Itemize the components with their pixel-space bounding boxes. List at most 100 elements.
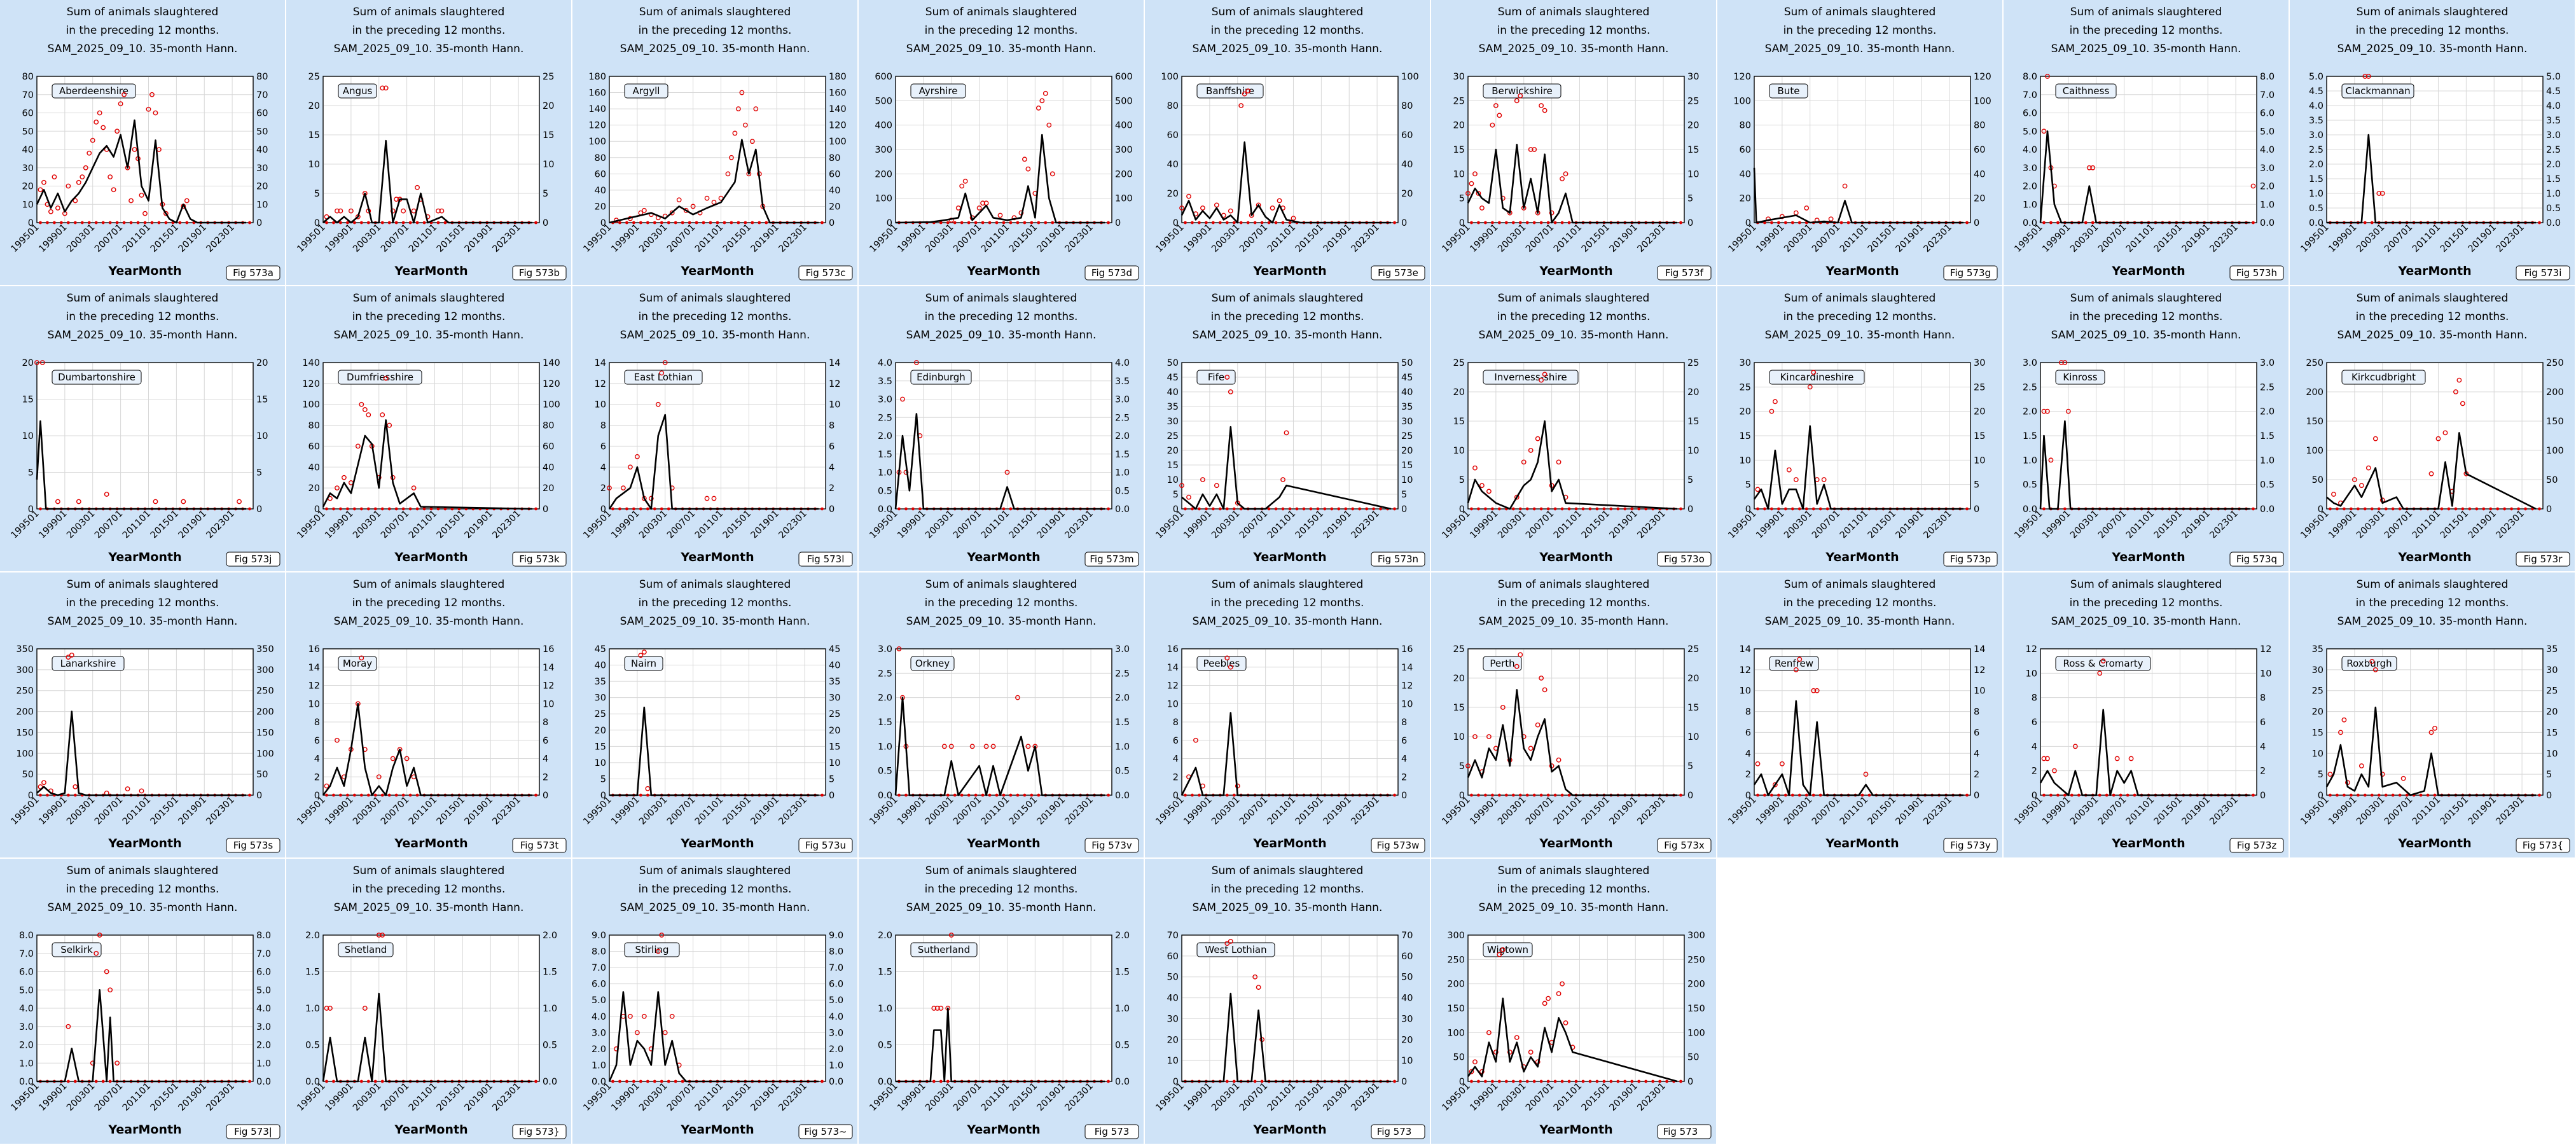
x-axis-label: YearMonth: [107, 1123, 181, 1137]
data-point: [1469, 1069, 1474, 1074]
x-tick-label: 201501: [721, 1081, 753, 1113]
y-tick-label-left: 6: [2032, 718, 2037, 728]
data-point: [380, 793, 384, 797]
data-point: [1560, 507, 1564, 511]
figure-label: Fig 573w: [1377, 840, 1420, 851]
y-tick-label-right: 60: [1401, 130, 1413, 141]
y-tick-label-left: 3.0: [2023, 358, 2037, 368]
x-tick-label: 199901: [609, 1081, 641, 1113]
chart-title-line: Sum of animals slaughtered: [2070, 292, 2222, 305]
x-tick-label: 199901: [1468, 795, 1500, 827]
data-point: [655, 948, 661, 954]
data-point: [1770, 221, 1773, 225]
chart-title-line: in the preceding 12 months.: [2356, 310, 2509, 323]
x-tick-label: 200301: [2068, 509, 2100, 541]
data-point: [1504, 221, 1508, 225]
data-point: [1239, 507, 1243, 511]
y-tick-label-right: 4.0: [2260, 145, 2275, 155]
x-tick-label: 199501: [295, 509, 327, 541]
data-point: [87, 221, 91, 225]
y-tick-label-left: 15: [1740, 431, 1751, 441]
y-tick-label-left: 0: [2032, 791, 2037, 801]
data-point: [339, 221, 342, 225]
x-tick-label: 201501: [2439, 223, 2470, 254]
y-tick-label-left: 40: [1167, 994, 1179, 1004]
y-tick-label-right: 20: [1401, 1035, 1413, 1045]
data-point: [1783, 507, 1787, 511]
y-tick-label-right: 4: [1974, 749, 1979, 759]
data-point: [1679, 221, 1682, 225]
data-point: [2384, 507, 2388, 511]
data-point: [2336, 793, 2339, 797]
chart-panel: Sum of animals slaughtered in the precedi…: [1431, 0, 1716, 285]
data-point: [2356, 507, 2360, 511]
data-point: [674, 221, 677, 225]
chart-title-line: SAM_2025_09_10. 35-month Hann.: [48, 615, 238, 628]
series-line: [322, 139, 532, 224]
x-tick-label: 201101: [407, 1081, 439, 1113]
y-tick-label-left: 5: [1459, 761, 1465, 772]
figure-label: Fig 573u: [805, 840, 846, 851]
y-tick-label-right: 12: [1974, 665, 1985, 676]
x-tick-label: 201501: [1294, 223, 1326, 254]
data-point: [997, 212, 1003, 218]
data-point: [967, 793, 971, 797]
y-tick-label-right: 9.0: [829, 931, 843, 941]
data-point: [1039, 98, 1045, 104]
x-tick-label: 200701: [1810, 223, 1842, 254]
data-point: [911, 507, 915, 511]
figure-label: Fig 573q: [2236, 553, 2277, 565]
x-tick-label: 199501: [1440, 509, 1472, 541]
y-tick-label-right: 0: [543, 791, 548, 801]
data-point: [1790, 507, 1794, 511]
data-point: [1191, 793, 1194, 797]
data-point: [962, 178, 968, 184]
x-tick-label: 202301: [2494, 509, 2526, 541]
y-tick-label-left: 50: [22, 127, 34, 137]
data-point: [66, 221, 70, 225]
data-point: [1965, 793, 1969, 797]
data-point: [1588, 507, 1592, 511]
data-point: [2475, 507, 2479, 511]
chart-panel: Sum of animals slaughtered in the precedi…: [2290, 0, 2575, 285]
data-point: [1179, 205, 1184, 211]
figure-label-box: [512, 1124, 567, 1139]
chart-title-line: in the preceding 12 months.: [352, 24, 506, 37]
y-tick-label-left: 0: [1173, 1077, 1179, 1087]
x-tick-label: 201101: [1266, 795, 1298, 827]
data-point: [1546, 1079, 1550, 1083]
chart-title-line: SAM_2025_09_10. 35-month Hann.: [1479, 615, 1669, 628]
data-point: [1542, 108, 1548, 113]
chart-title-line: in the preceding 12 months.: [66, 310, 219, 323]
y-tick-label-right: 200: [2546, 387, 2564, 398]
data-point: [1211, 221, 1215, 225]
x-tick-label: 199501: [868, 223, 899, 254]
data-point: [1323, 507, 1327, 511]
y-tick-label-right: 60: [543, 441, 554, 452]
x-tick-label: 202301: [2208, 223, 2240, 254]
y-tick-label-right: 1.5: [1115, 968, 1130, 978]
y-tick-label-right: 0: [2546, 791, 2552, 801]
x-tick-label: 199901: [37, 1081, 69, 1113]
y-tick-label-left: 45: [1167, 373, 1179, 383]
y-tick-label-right: 60: [829, 169, 840, 179]
x-axis-label: YearMonth: [1825, 550, 1899, 564]
x-tick-label: 201501: [1866, 223, 1898, 254]
x-tick-label: 201501: [1580, 795, 1612, 827]
data-point: [969, 744, 975, 749]
x-tick-label: 202301: [1063, 223, 1095, 254]
y-tick-label-right: 0.0: [1115, 504, 1130, 515]
x-axis-label: YearMonth: [680, 1123, 754, 1137]
data-point: [667, 1079, 670, 1083]
data-point: [387, 221, 391, 225]
data-point: [725, 171, 731, 177]
chart-title-line: in the preceding 12 months.: [66, 597, 219, 609]
plot-area: [609, 362, 826, 510]
y-tick-label-left: 25: [308, 72, 320, 82]
data-point: [1567, 1079, 1571, 1083]
y-tick-label-left: 7.0: [592, 963, 606, 973]
x-tick-label: 199901: [896, 223, 927, 254]
data-point: [339, 793, 342, 797]
y-tick-label-left: 250: [1447, 955, 1465, 965]
series-line: [1182, 992, 1391, 1083]
